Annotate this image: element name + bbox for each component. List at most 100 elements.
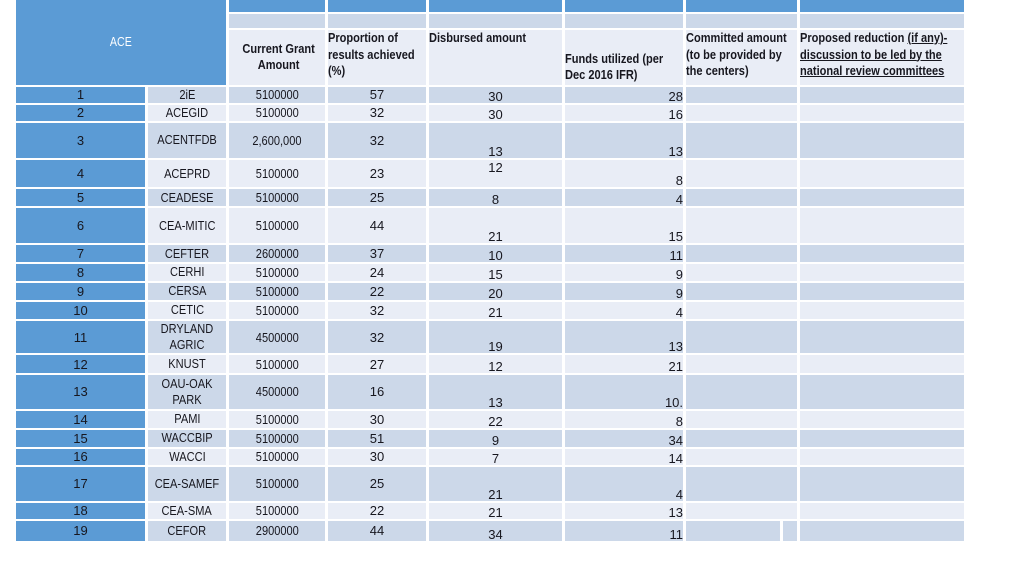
committed-amount [686,104,800,123]
proposed-reduction [799,410,968,430]
top-strip-cell [799,0,968,14]
funds-utilized: 9 [565,264,687,283]
proposed-reduction [799,282,968,302]
row-number: 12 [16,355,148,375]
ace-name: CEADESE [148,189,230,208]
disbursed-amount: 20 [429,282,566,302]
row-number: 17 [16,467,148,503]
table-row-11: 11 DRYLAND AGRIC 4500000 32 19 13 [16,321,968,355]
committed-amount [686,301,800,321]
ace-name: CEA-MITIC [148,208,230,245]
funds-utilized: 10. [565,375,687,411]
funds-utilized: 15 [565,208,687,245]
proportion-results-achieved: 51 [328,430,430,449]
current-grant-amount: 2600000 [229,245,329,264]
disbursed-amount: 21 [429,467,566,503]
committed-amount [686,430,800,449]
proportion-results-achieved: 32 [328,104,430,123]
ace-corner-header: ACE [16,0,230,87]
proposed-reduction [799,301,968,321]
ace-name: CEFOR [148,520,230,543]
committed-amount [686,467,800,503]
proportion-results-achieved: 22 [328,502,430,521]
column-header-proportion-results: Proportion of results achieved (%) [328,30,430,87]
disbursed-amount: 8 [429,189,566,208]
proposed-reduction [799,245,968,264]
funds-utilized: 8 [565,410,687,430]
proposed-reduction [799,86,968,105]
ace-name: CETIC [148,301,230,321]
table-row-17: 17 CEA-SAMEF 5100000 25 21 4 [16,467,968,503]
disbursed-amount: 21 [429,301,566,321]
disbursed-amount: 19 [429,321,566,355]
ace-name: 2iE [148,86,230,105]
disbursed-amount: 15 [429,264,566,283]
table-row-10: 10 CETIC 5100000 32 21 4 [16,301,968,321]
current-grant-amount: 5100000 [229,448,329,467]
committed-amount [686,355,800,375]
funds-utilized: 13 [565,502,687,521]
current-grant-amount: 4500000 [229,375,329,411]
committed-amount [686,448,800,467]
disbursed-amount: 21 [429,208,566,245]
empty-band-cell [429,13,566,30]
ace-name: CEFTER [148,245,230,264]
table-row-16: 16 WACCI 5100000 30 7 14 [16,448,968,467]
proposed-reduction [799,264,968,283]
top-strip-cell [328,0,430,14]
table-header: ACE Current Grant Amount Proportion of res… [16,0,968,87]
proposed-reduction [799,502,968,521]
row-number: 6 [16,208,148,245]
proposed-reduction [799,160,968,189]
proportion-results-achieved: 44 [328,520,430,543]
proposed-reduction [799,375,968,411]
row-number: 14 [16,410,148,430]
row-number: 13 [16,375,148,411]
committed-amount [686,264,800,283]
disbursed-amount: 7 [429,448,566,467]
row-number: 10 [16,301,148,321]
table-row-1: 1 2iE 5100000 57 30 28 [16,86,968,105]
empty-band-cell [565,13,687,30]
committed-amount [686,282,800,302]
current-grant-amount: 5100000 [229,502,329,521]
disbursed-amount: 13 [429,122,566,160]
current-grant-amount: 5100000 [229,430,329,449]
table-body: 1 2iE 5100000 57 30 28 2 ACEGID 5100000 32 30 16 3 AC… [16,86,968,543]
committed-amount [686,122,800,160]
ace-name: PAMI [148,410,230,430]
column-header-current-grant-amount: Current Grant Amount [229,30,329,87]
proportion-results-achieved: 23 [328,160,430,189]
committed-amount [686,189,800,208]
proposed-reduction [799,355,968,375]
disbursed-amount: 30 [429,86,566,105]
table-row-6: 6 CEA-MITIC 5100000 44 21 15 [16,208,968,245]
current-grant-amount: 5100000 [229,301,329,321]
proposed-reduction [799,122,968,160]
table-row-14: 14 PAMI 5100000 30 22 8 [16,410,968,430]
proportion-results-achieved: 30 [328,448,430,467]
table-row-2: 2 ACEGID 5100000 32 30 16 [16,104,968,123]
row-number: 3 [16,122,148,160]
proposed-reduction [799,104,968,123]
table-row-15: 15 WACCBIP 5100000 51 9 34 [16,430,968,449]
funds-utilized: 4 [565,189,687,208]
proposed-reduction [799,520,968,543]
row-number: 9 [16,282,148,302]
proportion-results-achieved: 32 [328,122,430,160]
proportion-results-achieved: 32 [328,301,430,321]
current-grant-amount: 2,600,000 [229,122,329,160]
funds-utilized: 9 [565,282,687,302]
proposed-reduction [799,430,968,449]
row-number: 4 [16,160,148,189]
empty-band-cell [328,13,430,30]
row-number: 5 [16,189,148,208]
top-strip-cell [686,0,800,14]
proposed-reduction [799,448,968,467]
proposed-reduction [799,189,968,208]
funds-utilized: 14 [565,448,687,467]
row-number: 16 [16,448,148,467]
table-row-13: 13 OAU-OAK PARK 4500000 16 13 10. [16,375,968,411]
current-grant-amount: 5100000 [229,467,329,503]
